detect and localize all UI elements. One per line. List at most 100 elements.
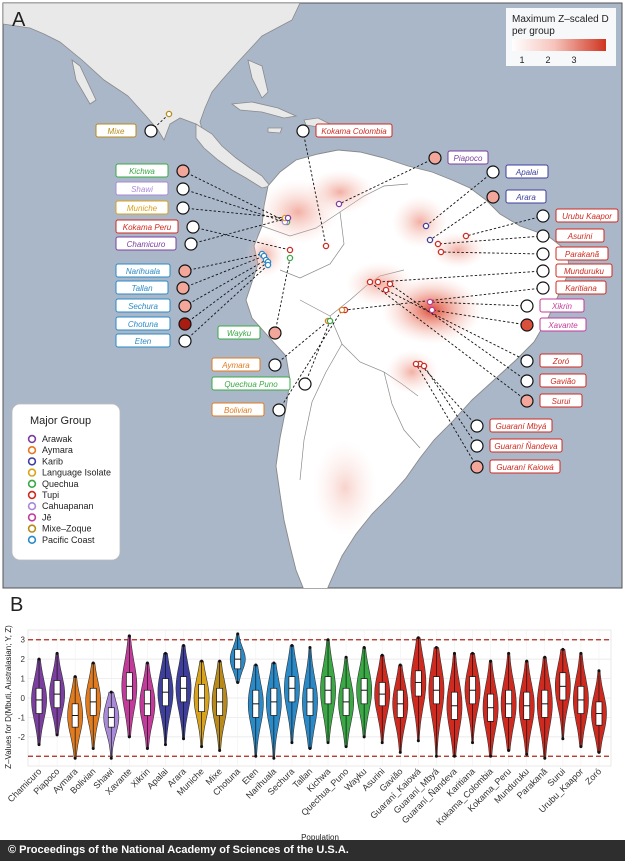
population-label-kokama-peru: Kokama Peru — [123, 223, 172, 232]
population-label-parakana: Parakanã — [565, 250, 600, 259]
min-point-guarani-mbya — [434, 754, 438, 758]
y-axis: -2 -1 0 1 2 3 — [18, 636, 26, 742]
label-box-munduruku — [555, 263, 613, 278]
site-guarani-kaiowa — [412, 360, 420, 368]
site-piapoco — [335, 200, 343, 208]
max-point-chamicuro — [37, 657, 41, 661]
max-point-guarani-mbya — [434, 645, 438, 649]
label-box-arara — [505, 189, 547, 204]
max-point-guarani-nandeva — [452, 651, 456, 655]
legend-swatch-cahuapanan — [27, 502, 37, 511]
population-label-apalai: Apalai — [515, 168, 538, 177]
z-marker-munduruku — [536, 264, 550, 278]
population-label-eten: Eten — [135, 337, 152, 346]
max-point-narihuala — [272, 661, 276, 665]
z-marker-guarani-nandeva — [470, 439, 484, 453]
population-label-munduruku: Munduruku — [564, 267, 605, 276]
min-point-arara — [182, 737, 186, 741]
max-point-guarani-kaiowa — [416, 636, 420, 640]
label-box-muniche — [115, 200, 169, 215]
max-point-wayku — [362, 645, 366, 649]
z-marker-quechua-puno — [298, 377, 312, 391]
site-mixe — [165, 110, 173, 118]
min-point-xikrin — [145, 747, 149, 751]
y-tick-label: 0 — [21, 694, 26, 703]
max-point-tallan — [308, 645, 312, 649]
z-marker-parakana — [536, 247, 550, 261]
label-box-asurini — [555, 228, 605, 243]
label-box-narihuala — [115, 263, 171, 278]
max-point-zoro — [597, 669, 601, 673]
site-asurini — [434, 240, 442, 248]
z-marker-piapoco — [428, 151, 442, 165]
population-label-urubu-kaapor: Urubu Kaapor — [562, 212, 612, 221]
y-axis-label: Z–Values for D(Mbuti, Australasian; Y, Z… — [4, 625, 13, 769]
label-box-xavante — [539, 317, 587, 332]
leader-line-tallan — [182, 255, 265, 289]
leader-line-xavante — [431, 309, 528, 326]
population-label-karitiana: Karitiana — [565, 284, 597, 293]
site-apalai — [422, 222, 430, 230]
z-marker-kokama-colombia — [296, 124, 310, 138]
box-guarani-kaiowa — [414, 670, 422, 697]
population-label-quechua-puno: Quechua Puno — [224, 380, 278, 389]
y-tick-label: -2 — [18, 733, 26, 742]
panel-a-map: A Maximum Z–scaled D per group 1 2 3 Mix… — [2, 2, 623, 589]
label-box-guarani-nandeva — [489, 438, 563, 453]
z-marker-eten — [178, 334, 192, 348]
x-tick-label-apalai: Apalai — [145, 766, 170, 791]
z-marker-guarani-mbya — [470, 419, 484, 433]
min-point-chamicuro — [37, 743, 41, 747]
population-label-bolivian: Bolivian — [224, 406, 253, 415]
leader-line-apalai — [425, 171, 494, 227]
leader-line-bolivian — [278, 309, 343, 411]
population-label-mixe: Mixe — [108, 127, 125, 136]
min-point-kokama-peru — [507, 748, 511, 752]
max-point-xavante — [127, 634, 131, 638]
site-xikrin — [426, 298, 434, 306]
heat-legend-tick: 2 — [545, 55, 550, 65]
leader-line-eten — [184, 264, 269, 342]
z-marker-kokama-peru — [186, 220, 200, 234]
z-marker-bolivian — [272, 403, 286, 417]
leader-line-xikrin — [429, 301, 528, 307]
population-label-arara: Arara — [515, 193, 536, 202]
legend-swatch-quechua — [27, 479, 37, 488]
max-point-kichwa — [326, 638, 330, 642]
y-tick-label: -1 — [18, 713, 26, 722]
label-box-karitiana — [555, 280, 607, 295]
max-point-asurini — [380, 653, 384, 657]
leader-line-gaviao — [389, 283, 528, 382]
heat-legend-subtitle: per group — [512, 26, 555, 37]
z-marker-tallan — [176, 281, 190, 295]
min-point-kokama-colombia — [489, 754, 493, 758]
min-point-bolivian — [91, 747, 95, 751]
site-chamicuro — [284, 214, 292, 222]
min-point-zoro — [597, 750, 601, 754]
max-point-munduruku — [525, 659, 529, 663]
label-box-sechura — [115, 298, 171, 313]
label-box-kichwa — [115, 163, 169, 178]
label-box-kokama-colombia — [315, 123, 393, 138]
population-label-chotuna: Chotuna — [128, 320, 159, 329]
label-box-shawi — [115, 181, 169, 196]
label-box-surui — [539, 393, 583, 408]
legend-swatch-tupi — [27, 490, 37, 500]
max-point-surui — [561, 647, 565, 651]
max-point-kokama-colombia — [489, 659, 493, 663]
legend-swatch-karib — [27, 457, 37, 466]
min-point-surui — [561, 737, 565, 741]
site-arara — [426, 236, 434, 244]
min-point-quechua-puno — [344, 745, 348, 749]
min-point-parakana — [543, 756, 547, 760]
max-point-piapoco — [55, 651, 59, 655]
site-gaviao — [386, 280, 394, 288]
label-box-guarani-kaiowa — [489, 459, 561, 474]
max-point-muniche — [200, 659, 204, 663]
label-box-chotuna — [115, 316, 171, 331]
z-marker-urubu-kaapor — [536, 209, 550, 223]
site-bolivian — [338, 306, 346, 314]
legend-swatch-arawak — [27, 434, 37, 444]
legend-label-mixe-zoque: Mixe–Zoque — [42, 524, 92, 534]
population-labels: Mixe Kokama Colombia Kichwa Shawi Muniche Kok… — [95, 123, 619, 474]
